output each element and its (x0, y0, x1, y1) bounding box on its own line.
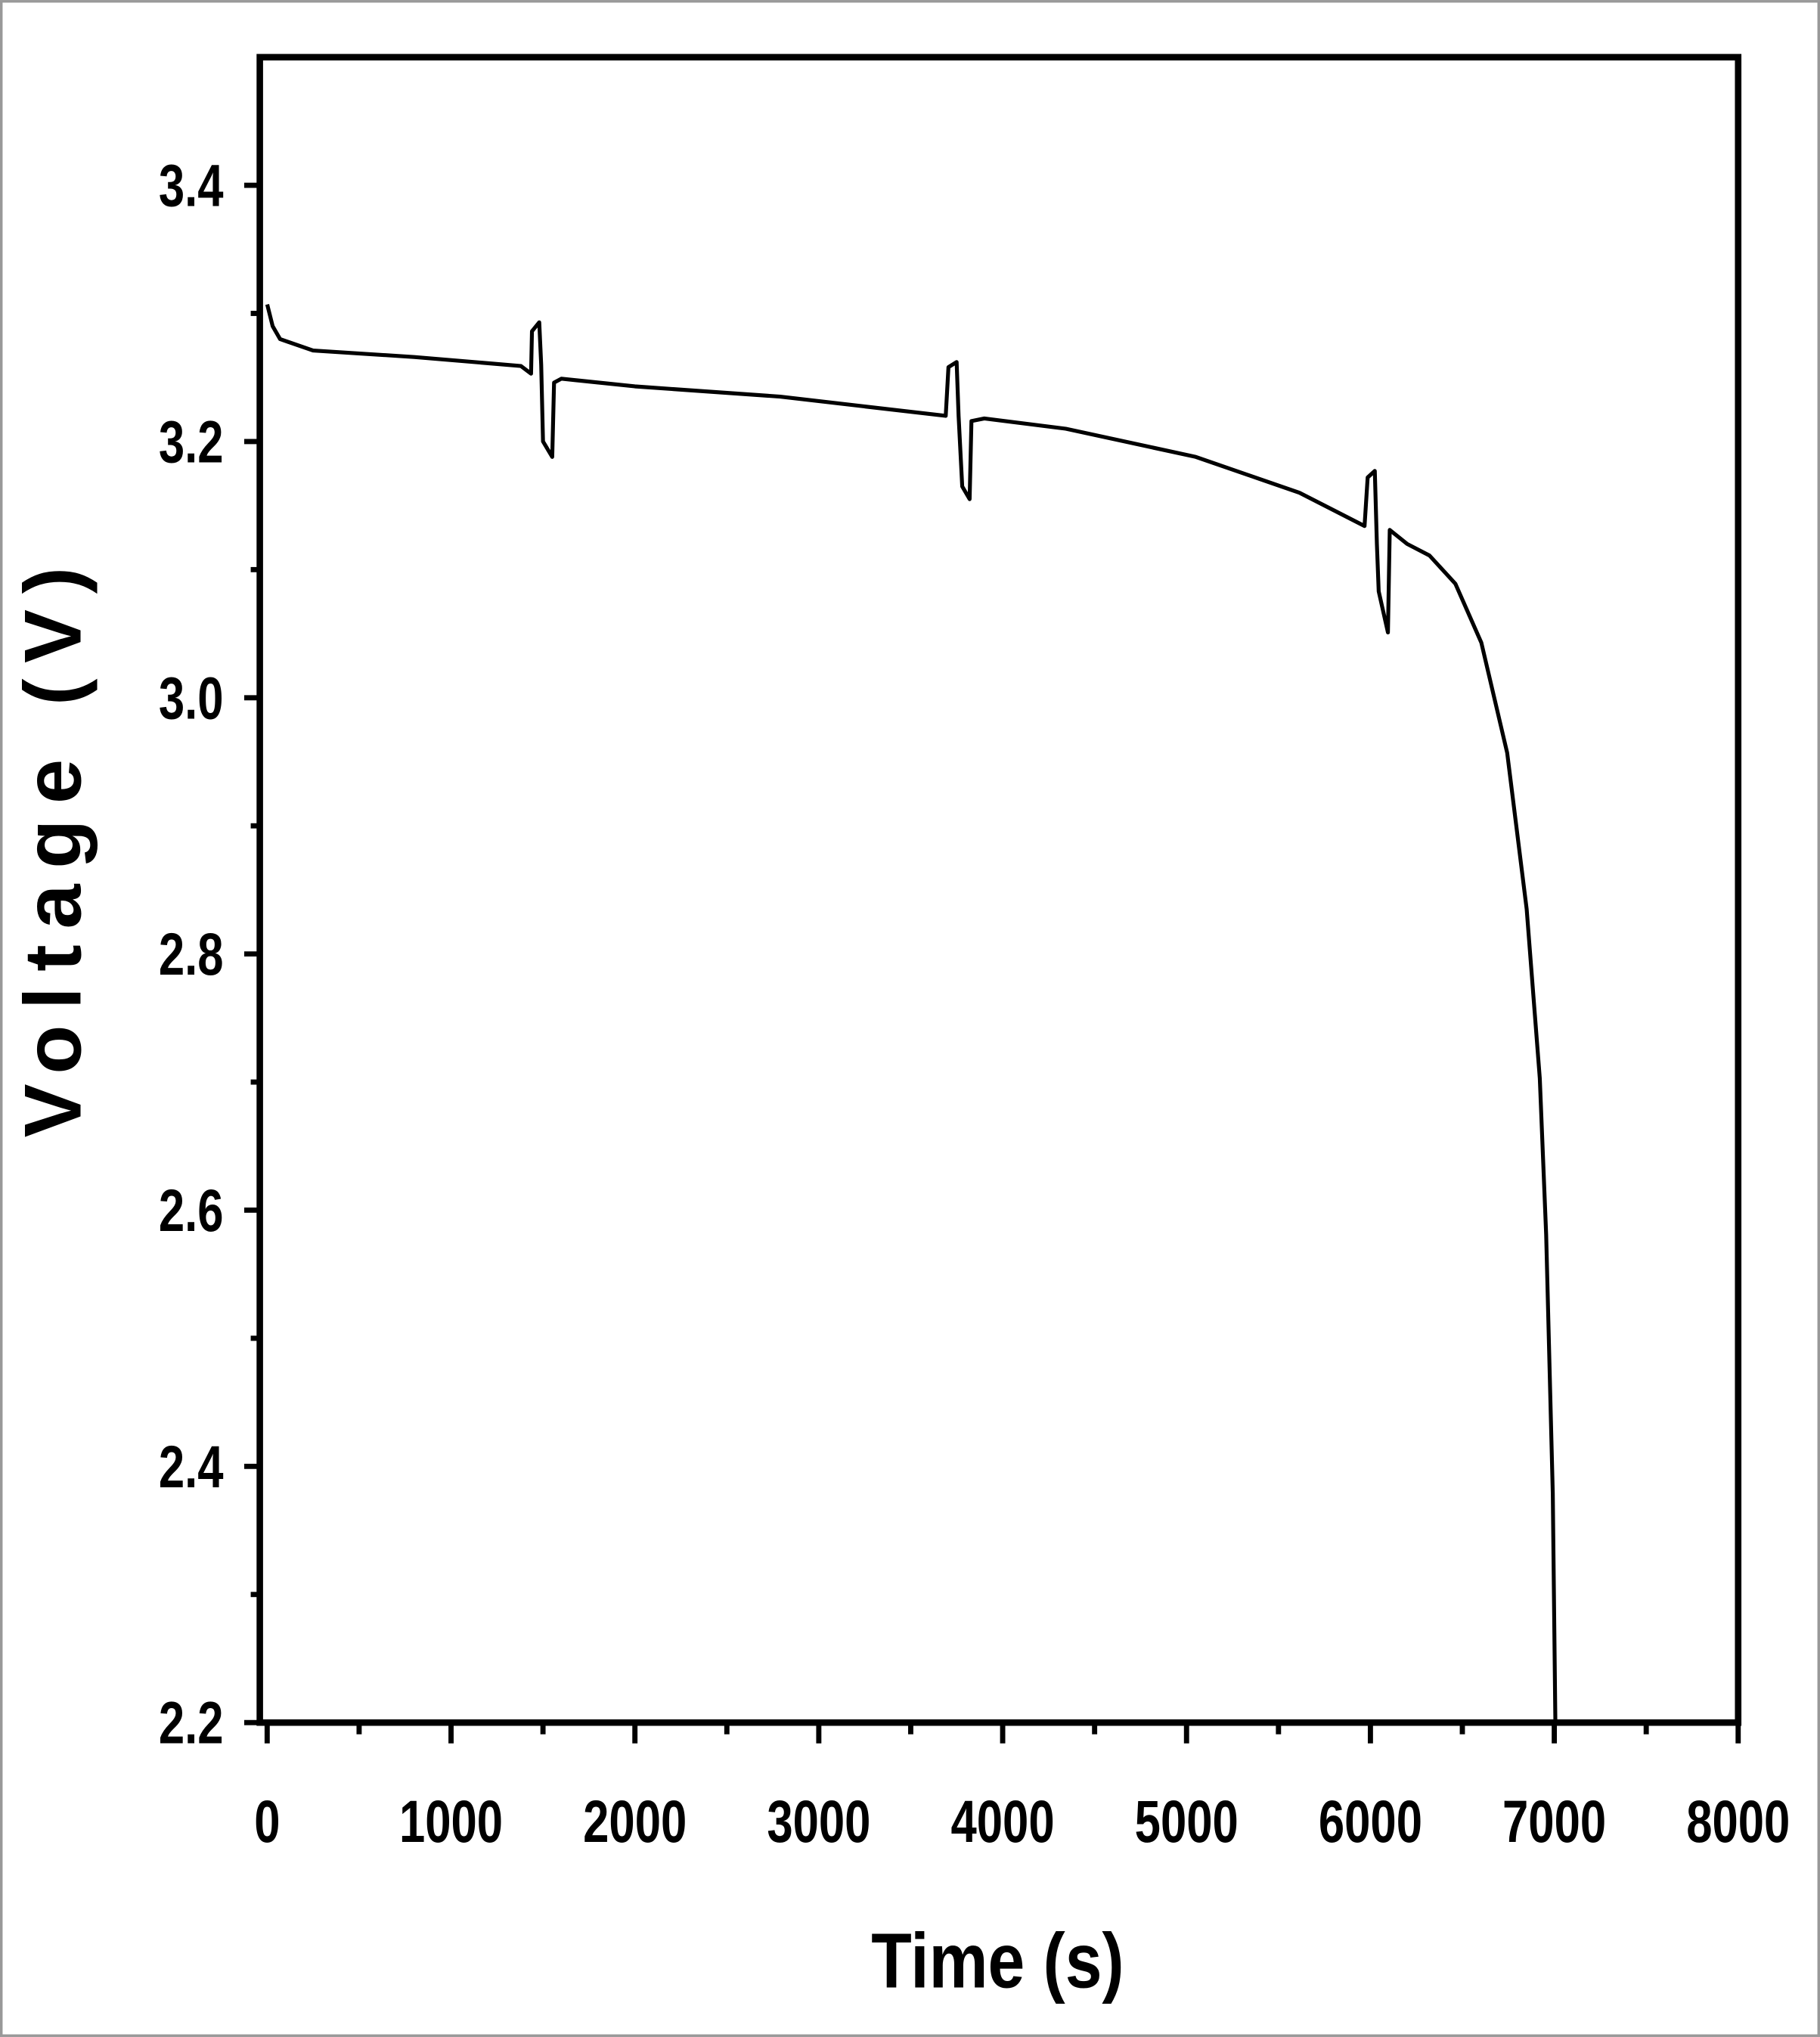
y-tick-label: 2.2 (159, 1690, 224, 1756)
x-axis-title: Time (s) (871, 1918, 1124, 2004)
y-tick-labels: 2.2 2.4 2.6 2.8 3.0 3.2 3.4 (159, 153, 224, 1756)
y-tick-label: 3.0 (159, 665, 224, 732)
y-tick-label: 3.4 (159, 153, 224, 219)
y-tick-label: 2.4 (159, 1434, 224, 1501)
x-tick-label: 5000 (1135, 1789, 1239, 1856)
y-tick-label: 3.2 (159, 409, 224, 476)
y-tick-label: 2.6 (159, 1178, 224, 1245)
x-tick-label: 6000 (1319, 1789, 1422, 1856)
x-tick-label: 2000 (583, 1789, 687, 1856)
x-tick-label: 7000 (1502, 1789, 1606, 1856)
y-axis-title: Voltage (V) (8, 551, 98, 1137)
x-tick-labels: 0 1000 2000 3000 4000 5000 6000 7000 8000 (254, 1789, 1790, 1856)
x-tick-label: 8000 (1686, 1789, 1790, 1856)
x-tick-label: 3000 (767, 1789, 870, 1856)
series-line (265, 303, 1558, 1723)
x-tick-label: 1000 (399, 1789, 503, 1856)
x-tick-label: 0 (254, 1789, 280, 1856)
y-tick-label: 2.8 (159, 922, 224, 988)
plot-frame (256, 54, 1742, 1726)
x-tick-label: 4000 (950, 1789, 1054, 1856)
